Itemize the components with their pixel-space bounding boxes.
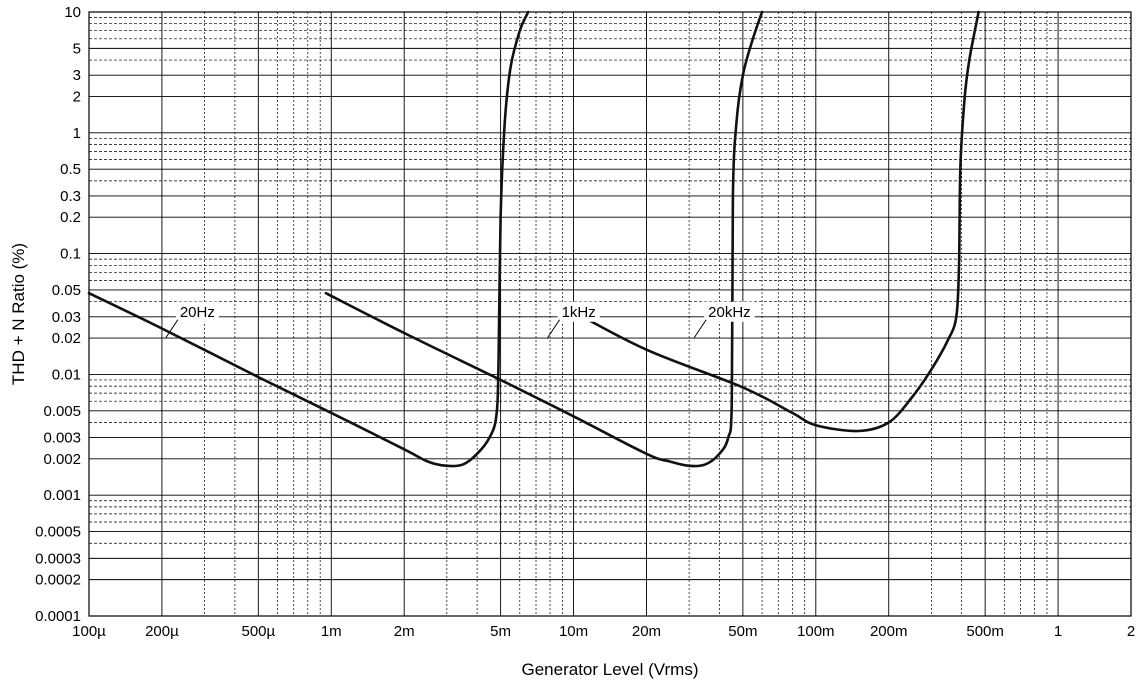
x-tick-label: 100µ <box>72 623 106 640</box>
x-tick-label: 500µ <box>242 623 276 640</box>
series-lines <box>87 10 980 468</box>
y-tick-label: 0.0002 <box>35 572 81 589</box>
y-tick-label: 0.0001 <box>35 608 81 625</box>
y-tick-label: 0.3 <box>60 188 81 205</box>
x-tick-label: 20m <box>632 623 661 640</box>
series-labels: 20Hz 1kHz 20kHz <box>165 301 755 339</box>
x-tick-label: 200m <box>870 623 908 640</box>
x-tick-label: 10m <box>559 623 588 640</box>
y-tick-label: 0.003 <box>43 430 81 447</box>
series-line-20hz <box>87 10 530 468</box>
y-tick-label: 0.03 <box>52 309 81 326</box>
grid <box>89 12 1131 616</box>
x-tick-label: 100m <box>797 623 835 640</box>
y-axis-title: THD + N Ratio (%) <box>9 243 28 385</box>
series-label-leader <box>547 319 560 339</box>
series-label-1khz: 1kHz <box>547 301 600 339</box>
x-tick-label: 200µ <box>145 623 179 640</box>
series-label-20hz: 20Hz <box>165 301 219 339</box>
series-label-background <box>175 301 219 322</box>
x-tick-label: 50m <box>728 623 757 640</box>
y-tick-label: 0.05 <box>52 282 81 299</box>
series-label-20khz: 20kHz <box>693 301 755 339</box>
x-axis-title: Generator Level (Vrms) <box>522 660 699 679</box>
x-tick-labels: 100µ 200µ 500µ 1m 2m 5m 10m 20m 50m 100m 200m 500m 1… <box>72 623 1135 640</box>
x-tick-label: 1 <box>1054 623 1062 640</box>
series-label-text: 1kHz <box>562 304 596 321</box>
y-tick-label: 0.02 <box>52 330 81 347</box>
y-tick-label: 10 <box>64 4 81 21</box>
y-tick-label: 1 <box>73 125 81 142</box>
x-tick-label: 1m <box>321 623 342 640</box>
y-tick-label: 3 <box>73 67 81 84</box>
series-label-leader <box>165 319 179 339</box>
series-label-background <box>704 301 755 322</box>
x-tick-label: 5m <box>490 623 511 640</box>
x-tick-label: 500m <box>966 623 1004 640</box>
series-label-text: 20kHz <box>708 304 751 321</box>
y-tick-label: 0.2 <box>60 209 81 226</box>
y-tick-labels: 10 5 3 2 1 0.5 0.3 0.2 0.1 0.05 0.03 0.02 0.01 0.005 0… <box>35 4 81 625</box>
y-tick-label: 0.01 <box>52 366 81 383</box>
y-tick-label: 0.0003 <box>35 550 81 567</box>
y-tick-label: 0.1 <box>60 246 81 263</box>
y-tick-label: 0.5 <box>60 161 81 178</box>
y-tick-label: 0.001 <box>43 487 81 504</box>
y-tick-label: 0.002 <box>43 451 81 468</box>
y-tick-label: 5 <box>73 40 81 57</box>
x-tick-label: 2 <box>1127 623 1135 640</box>
plot-frame <box>88 11 1132 617</box>
series-line-1khz <box>324 10 764 468</box>
series-label-leader <box>693 319 707 339</box>
series-label-background <box>557 301 600 322</box>
y-tick-label: 2 <box>73 88 81 105</box>
x-tick-label: 2m <box>394 623 415 640</box>
series-line-20khz <box>572 10 980 433</box>
series-label-text: 20Hz <box>180 304 215 321</box>
y-tick-label: 0.0005 <box>35 524 81 541</box>
y-tick-label: 0.005 <box>43 403 81 420</box>
